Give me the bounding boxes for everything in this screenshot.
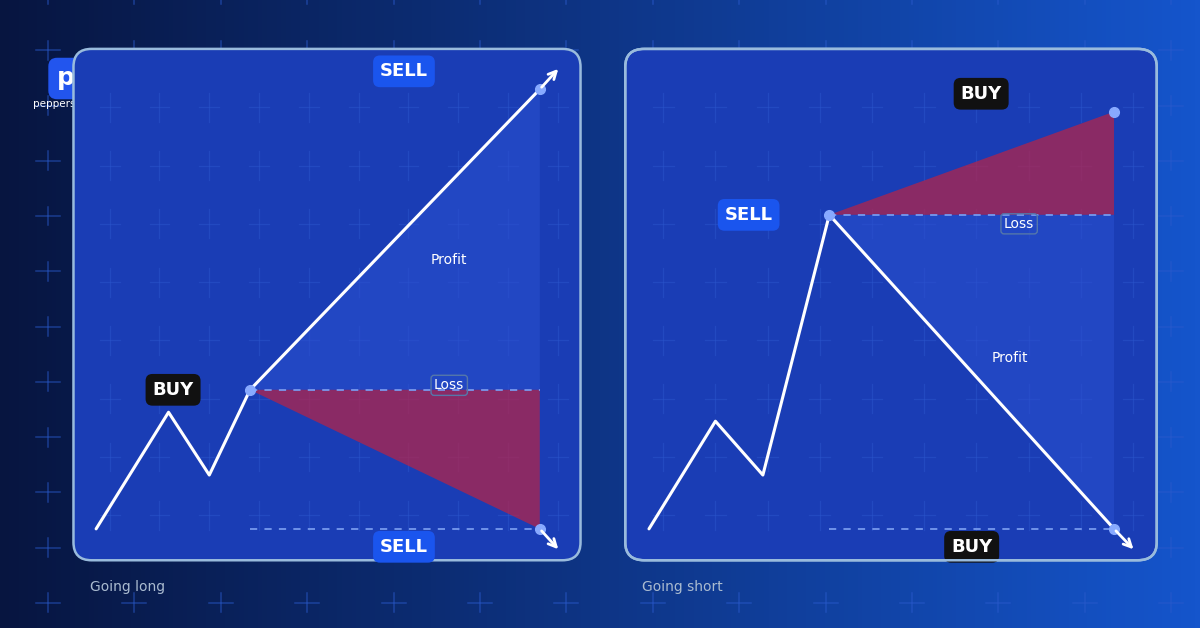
Polygon shape xyxy=(250,89,540,390)
Text: BUY: BUY xyxy=(952,538,992,556)
Text: Going long: Going long xyxy=(90,580,166,594)
Polygon shape xyxy=(829,215,1114,529)
FancyBboxPatch shape xyxy=(73,49,581,560)
Text: SELL: SELL xyxy=(725,206,773,224)
Text: pepperstone: pepperstone xyxy=(34,99,98,109)
Text: BUY: BUY xyxy=(960,85,1002,103)
Polygon shape xyxy=(250,390,540,529)
Text: Going short: Going short xyxy=(642,580,722,594)
Text: Loss: Loss xyxy=(434,378,464,392)
Text: BUY: BUY xyxy=(152,381,193,399)
Text: Profit: Profit xyxy=(991,352,1028,365)
FancyBboxPatch shape xyxy=(625,49,1157,560)
Polygon shape xyxy=(829,112,1114,215)
Text: Loss: Loss xyxy=(1004,217,1034,231)
Text: SELL: SELL xyxy=(380,62,428,80)
Text: SELL: SELL xyxy=(380,538,428,556)
Text: Profit: Profit xyxy=(431,252,468,267)
Text: p: p xyxy=(58,67,74,90)
